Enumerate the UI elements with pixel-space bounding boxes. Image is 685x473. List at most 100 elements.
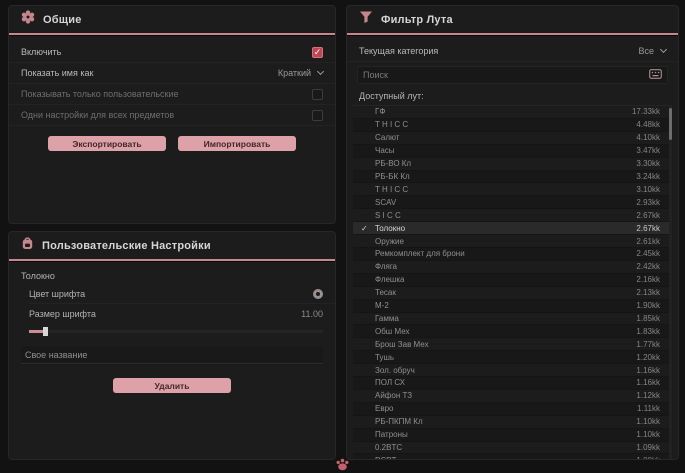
loot-item-name: Салют xyxy=(375,133,400,143)
loot-item-value: 1.85kk xyxy=(636,313,660,323)
loot-item-row[interactable]: ✓ Часы 3.47kk xyxy=(353,144,672,158)
loot-item-row[interactable]: ✓ Салют 4.10kk xyxy=(353,131,672,145)
loot-item-row[interactable]: ✓ М-2 1.90kk xyxy=(353,299,672,313)
loot-filter-title: Фильтр Лута xyxy=(381,13,453,26)
font-size-label: Размер шрифта xyxy=(29,308,96,319)
loot-item-name: Часы xyxy=(375,146,395,156)
loot-filter-panel: Фильтр Лута Текущая категория Все Доступ… xyxy=(346,5,679,460)
loot-item-name: Гамма xyxy=(375,313,399,323)
loot-item-name: М-2 xyxy=(375,301,389,311)
slider-track[interactable] xyxy=(29,330,323,333)
loot-item-value: 2.67kk xyxy=(636,210,660,220)
loot-item-row[interactable]: ✓ ПОЛ СХ 1.16kk xyxy=(353,377,672,390)
loot-item-name: Зол. обруч xyxy=(375,365,415,375)
name-display-label: Показать имя как xyxy=(21,68,94,78)
loot-item-name: РБ-БК Кл xyxy=(375,171,410,181)
loot-item-value: 1.10kk xyxy=(636,417,660,427)
loot-item-name: DSPT xyxy=(375,456,396,459)
loot-item-row[interactable]: ✓ Гамма 1.85kk xyxy=(353,312,672,326)
name-display-dropdown[interactable]: Краткий xyxy=(278,67,325,78)
loot-item-value: 2.61kk xyxy=(636,236,660,246)
general-panel: Общие Включить ✓ Показать имя как Кратки… xyxy=(8,5,336,224)
slider-thumb[interactable] xyxy=(43,327,48,336)
delete-button-row: Удалить xyxy=(9,378,335,393)
setting-row-only-custom: Показывать только пользовательские ✓ xyxy=(9,84,335,105)
loot-item-row[interactable]: ✓ Флешка 2.16kk xyxy=(353,273,672,287)
loot-item-row[interactable]: ✓ Обш Мех 1.83kk xyxy=(353,325,672,339)
search-input[interactable] xyxy=(363,70,649,80)
loot-filter-header: Фильтр Лута xyxy=(347,6,678,33)
loot-list-scrollbar[interactable] xyxy=(669,106,672,459)
loot-item-row[interactable]: ✓ РБ-БК Кл 3.24kk xyxy=(353,170,672,184)
delete-button[interactable]: Удалить xyxy=(113,378,231,393)
loot-item-row[interactable]: ✓ Айфон ТЗ 1.12kk xyxy=(353,389,672,403)
loot-item-name: Фляга xyxy=(375,262,398,272)
loot-item-row[interactable]: ✓ DSPT 1.00kk xyxy=(353,454,672,459)
only-custom-checkbox[interactable]: ✓ xyxy=(312,88,323,100)
loot-item-row[interactable]: ✓ Тесак 2.13kk xyxy=(353,286,672,300)
loot-item-name: Тушь xyxy=(375,352,395,362)
category-dropdown[interactable]: Все xyxy=(638,45,668,56)
export-import-buttons: Экспортировать Импортировать xyxy=(9,136,335,151)
gear-flower-icon xyxy=(21,10,35,29)
general-panel-title: Общие xyxy=(43,13,82,26)
same-settings-checkbox[interactable]: ✓ xyxy=(312,109,323,121)
color-picker-icon[interactable] xyxy=(313,289,323,299)
user-settings-header: Пользовательские Настройки xyxy=(9,232,335,259)
loot-filter-divider xyxy=(347,33,678,35)
loot-item-value: 4.10kk xyxy=(636,133,660,143)
backpack-icon xyxy=(21,236,34,255)
loot-item-row[interactable]: ✓ Тушь 1.20kk xyxy=(353,351,672,365)
category-row: Текущая категория Все xyxy=(347,41,678,62)
scrollbar-thumb[interactable] xyxy=(669,108,672,140)
setting-row-name-display: Показать имя как Краткий xyxy=(9,63,335,84)
loot-item-row[interactable]: ✓ Евро 1.11kk xyxy=(353,402,672,416)
font-size-value: 11.00 xyxy=(301,308,323,319)
loot-list: ✓ ГФ 17.33kk ✓ T H I C C 4.48kk ✓ Салют … xyxy=(353,105,672,459)
loot-item-name: Толокно xyxy=(375,223,406,233)
user-settings-divider xyxy=(9,259,335,261)
loot-item-name: Айфон ТЗ xyxy=(375,391,413,401)
loot-item-value: 1.83kk xyxy=(636,326,660,336)
font-size-slider[interactable] xyxy=(29,327,323,336)
loot-item-row[interactable]: ✓ S I C C 2.67kk xyxy=(353,209,672,223)
loot-item-row[interactable]: ✓ Ремкомплект для брони 2.45kk xyxy=(353,247,672,261)
import-button[interactable]: Импортировать xyxy=(178,136,296,151)
keyboard-icon[interactable] xyxy=(649,66,662,84)
paw-drag-icon[interactable] xyxy=(335,458,350,473)
font-color-row[interactable]: Цвет шрифта xyxy=(29,285,335,304)
loot-item-row[interactable]: ✓ 0.2BTC 1.09kk xyxy=(353,441,672,455)
loot-item-row[interactable]: ✓ Патроны 1.10kk xyxy=(353,428,672,442)
loot-item-row[interactable]: ✓ РБ-ПКПМ Кл 1.10kk xyxy=(353,415,672,429)
loot-item-row[interactable]: ✓ ГФ 17.33kk xyxy=(353,106,672,119)
export-button[interactable]: Экспортировать xyxy=(48,136,166,151)
loot-item-value: 1.16kk xyxy=(636,365,660,375)
loot-item-row[interactable]: ✓ РБ-ВО Кл 3.30kk xyxy=(353,157,672,171)
loot-item-value: 1.12kk xyxy=(636,391,660,401)
loot-item-value: 2.16kk xyxy=(636,275,660,285)
user-settings-title: Пользовательские Настройки xyxy=(42,239,211,252)
enable-checkbox[interactable]: ✓ xyxy=(312,46,323,58)
category-label: Текущая категория xyxy=(359,46,439,56)
loot-item-name: S I C C xyxy=(375,210,401,220)
loot-item-row[interactable]: ✓ Толокно 2.67kk xyxy=(353,222,672,236)
loot-item-name: Брош Зав Мех xyxy=(375,339,429,349)
loot-item-row[interactable]: ✓ Зол. обруч 1.16kk xyxy=(353,364,672,378)
general-panel-divider xyxy=(9,33,335,35)
loot-item-value: 17.33kk xyxy=(631,107,660,117)
loot-item-row[interactable]: ✓ Оружие 2.61kk xyxy=(353,235,672,248)
loot-item-row[interactable]: ✓ T H I C C 3.10kk xyxy=(353,183,672,197)
same-settings-label: Одни настройки для всех предметов xyxy=(21,110,175,120)
loot-item-value: 1.09kk xyxy=(636,443,660,453)
available-loot-label: Доступный лут: xyxy=(359,91,424,101)
loot-item-name: РБ-ВО Кл xyxy=(375,159,412,169)
loot-item-name: Евро xyxy=(375,404,394,414)
loot-item-row[interactable]: ✓ T H I C C 4.48kk xyxy=(353,118,672,132)
loot-item-value: 1.10kk xyxy=(636,430,660,440)
loot-item-row[interactable]: ✓ Фляга 2.42kk xyxy=(353,260,672,274)
custom-name-input[interactable] xyxy=(21,346,323,364)
loot-item-row[interactable]: ✓ SCAV 2.93kk xyxy=(353,196,672,210)
loot-item-name: SCAV xyxy=(375,197,397,207)
loot-item-row[interactable]: ✓ Брош Зав Мех 1.77kk xyxy=(353,338,672,352)
